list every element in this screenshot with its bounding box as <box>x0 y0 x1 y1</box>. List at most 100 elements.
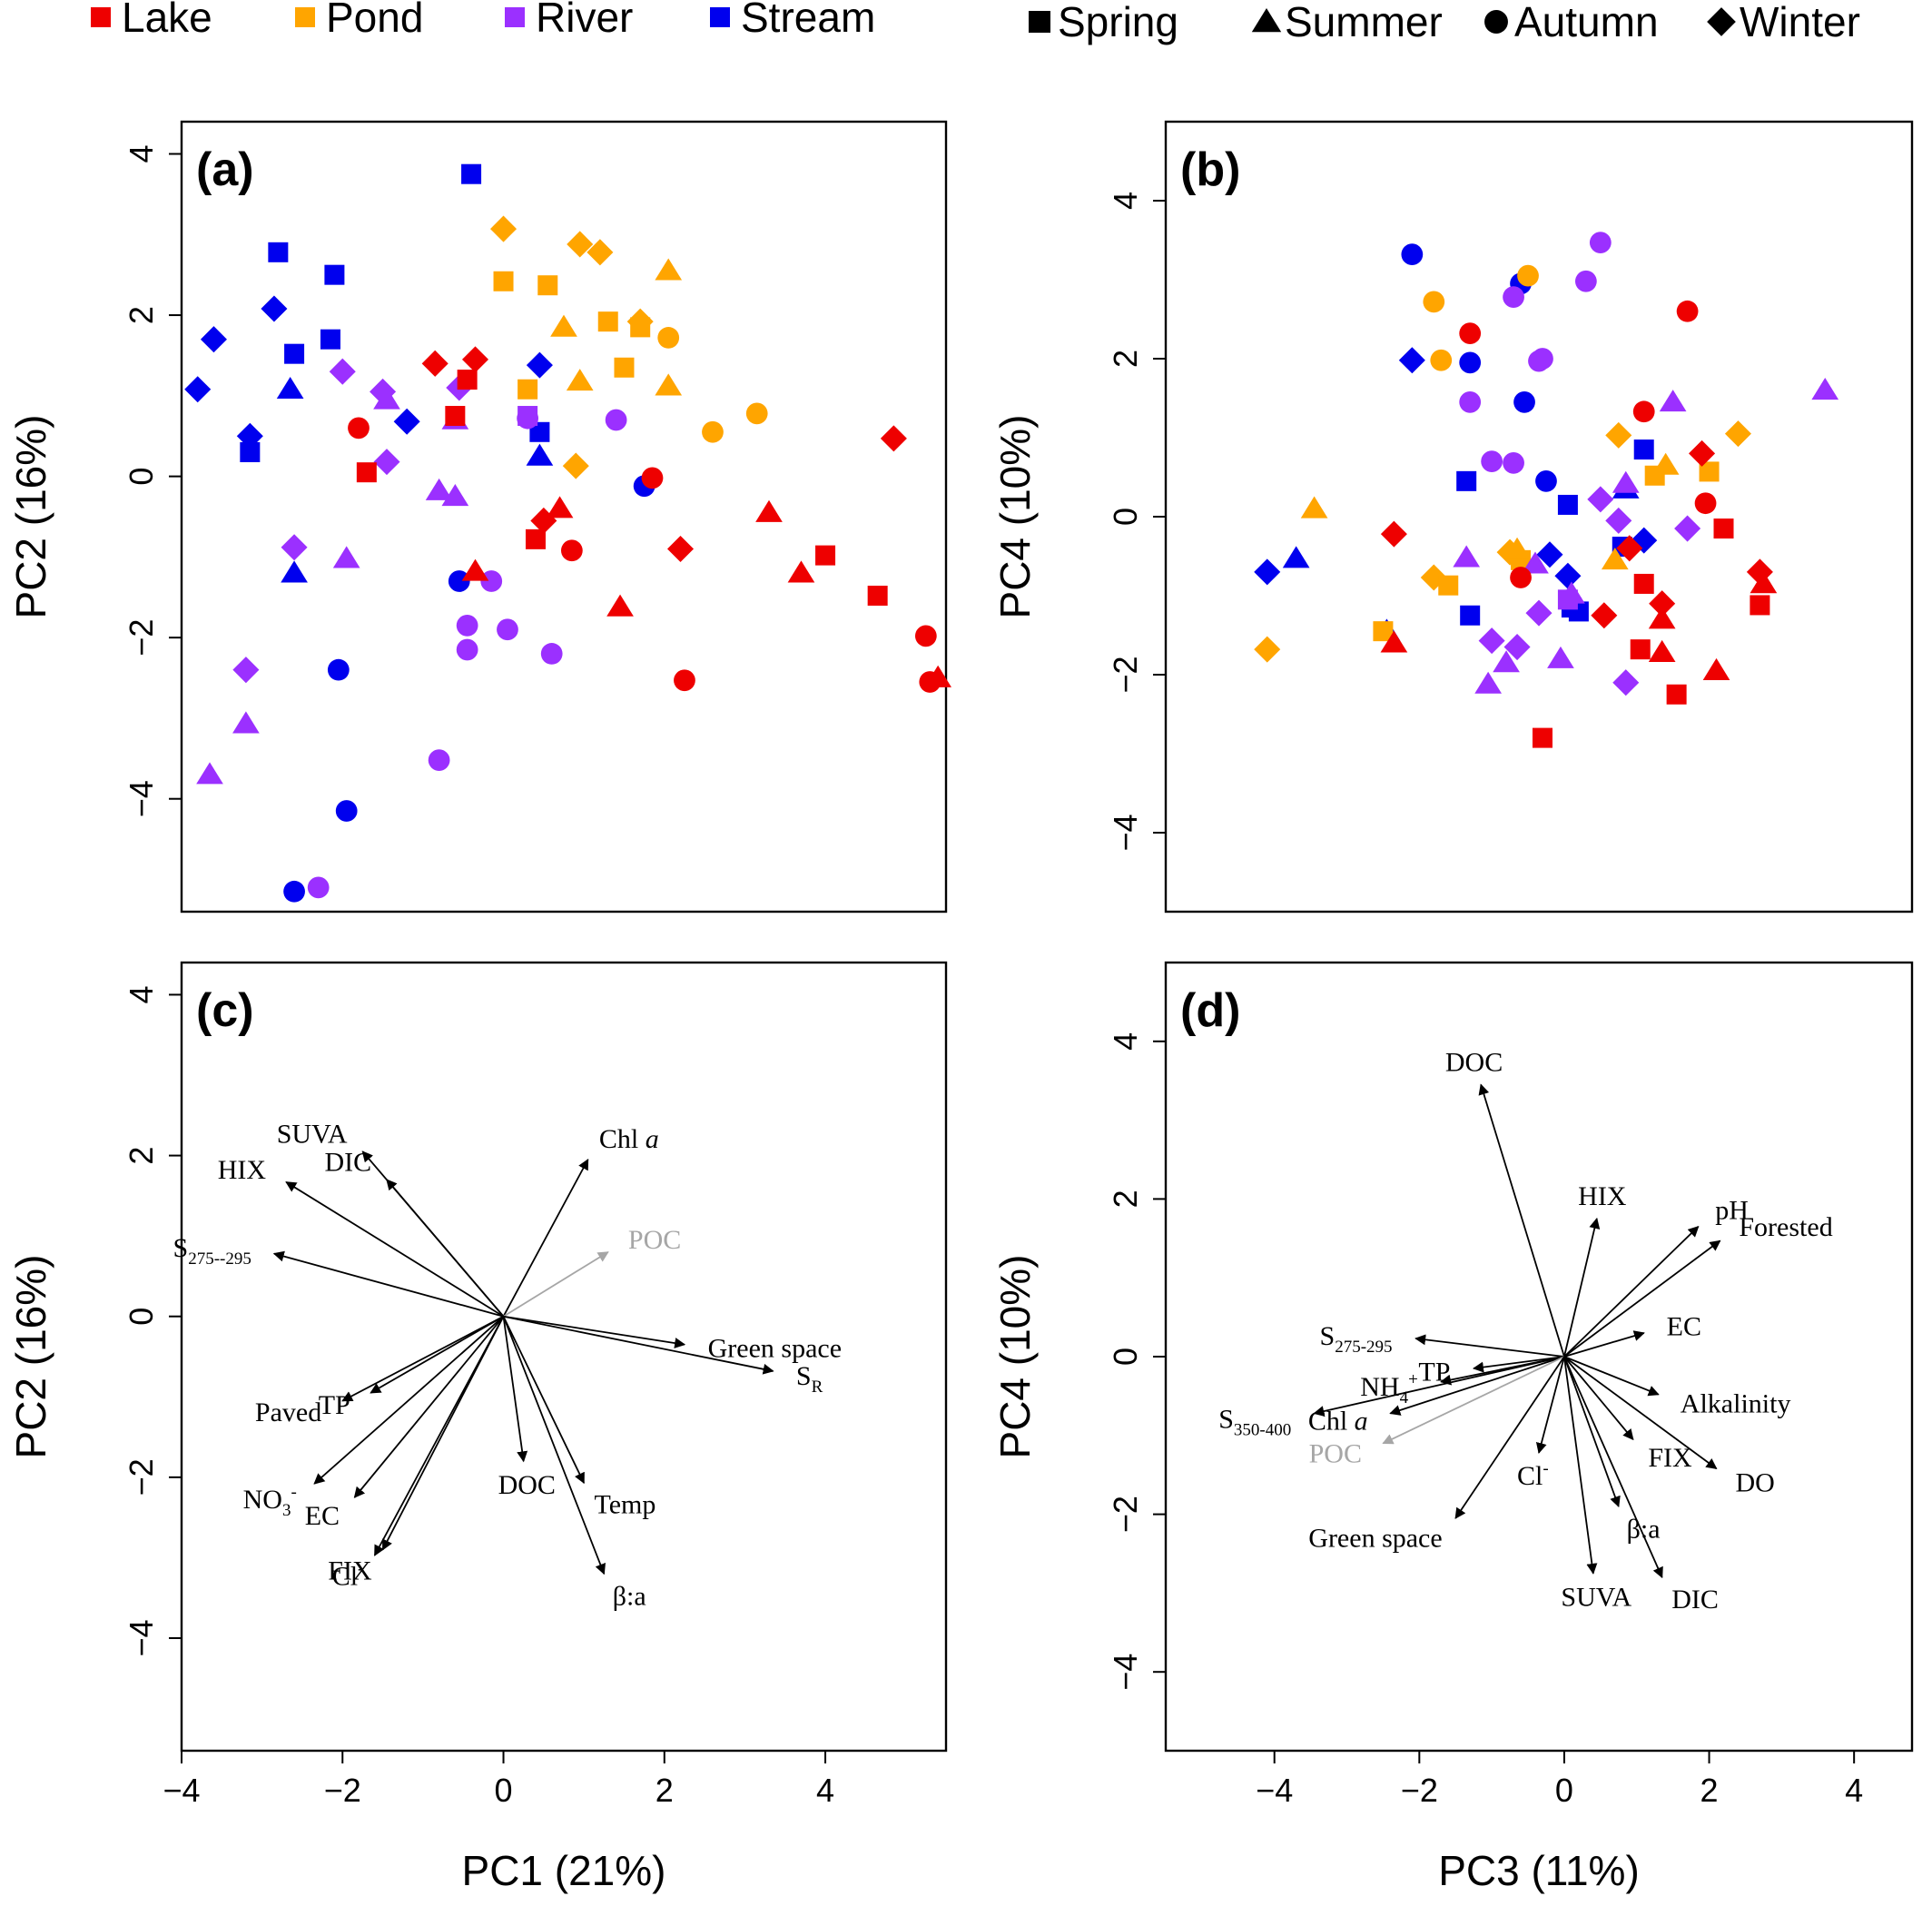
loading-label-a: β:a <box>613 1581 646 1611</box>
data-point-lake-winter <box>1591 602 1618 629</box>
data-point-river-autumn <box>605 409 627 431</box>
data-point-lake-autumn <box>914 625 937 647</box>
data-point-pond-spring <box>493 271 514 291</box>
data-point-river-summer <box>1811 378 1839 400</box>
data-point-stream-winter <box>1398 347 1425 374</box>
data-point-lake-spring <box>1666 684 1687 705</box>
loading-label-no3: NO3- <box>243 1483 297 1520</box>
data-point-stream-autumn <box>327 658 350 681</box>
loading-label-do: DO <box>1735 1468 1774 1498</box>
data-point-river-autumn <box>456 614 478 637</box>
loading-arrow-chl <box>502 1158 589 1318</box>
legend-item-lake: Lake <box>91 0 212 41</box>
loading-arrow-alkalinity <box>1563 1356 1660 1397</box>
panel-tag: (a) <box>196 143 254 196</box>
y-axis-title: PC4 (10%) <box>991 415 1039 619</box>
x-tick-label: −4 <box>1256 1772 1293 1809</box>
loading-label-nh4: NH4+ <box>1360 1370 1418 1407</box>
y-axis-title: PC2 (16%) <box>7 415 54 619</box>
panel-tag: (d) <box>1180 984 1240 1037</box>
loading-label-ec: EC <box>305 1501 340 1531</box>
season-legend: Spring Summer Autumn Winter <box>1029 0 1860 45</box>
data-point-pond-winter <box>1724 420 1751 448</box>
data-point-stream-autumn <box>283 880 305 903</box>
data-point-lake-spring <box>1532 727 1552 748</box>
loading-arrow-suva <box>1563 1356 1598 1575</box>
loading-arrow-s275-295 <box>272 1250 504 1318</box>
data-point-lake-autumn <box>674 669 695 692</box>
data-point-lake-autumn <box>1510 567 1532 588</box>
data-point-pond-winter <box>567 231 594 258</box>
y-tick-label: 0 <box>1107 508 1144 526</box>
x-tick-label: 0 <box>495 1772 513 1809</box>
data-point-stream-spring <box>461 163 482 184</box>
data-point-river-winter <box>1605 507 1632 534</box>
data-point-river-summer <box>1453 545 1481 568</box>
data-point-river-autumn <box>540 643 563 665</box>
loading-label-fix: FIX <box>1648 1443 1692 1473</box>
loading-label-green-space: Green space <box>708 1334 842 1364</box>
data-point-lake-summer <box>1648 639 1676 662</box>
data-point-lake-spring <box>1630 639 1651 660</box>
data-point-pond-autumn <box>1430 349 1453 371</box>
data-point-lake-spring <box>1633 573 1654 594</box>
x-tick-label: 2 <box>656 1772 674 1809</box>
data-point-stream-winter <box>526 351 553 379</box>
data-point-lake-spring <box>815 545 836 566</box>
data-point-lake-winter <box>1616 535 1643 562</box>
data-point-river-winter <box>1503 634 1531 661</box>
loading-arrow-paved <box>341 1315 504 1402</box>
data-point-stream-winter <box>1254 558 1281 586</box>
data-point-river-autumn <box>428 749 450 771</box>
loading-arrow-a <box>502 1316 606 1575</box>
data-point-pond-winter <box>586 239 614 266</box>
data-point-lake-winter <box>880 425 907 452</box>
legend-label-stream: Stream <box>741 0 875 41</box>
data-point-river-winter <box>1674 515 1701 542</box>
legend-label-lake: Lake <box>122 0 212 41</box>
loading-arrow-a <box>1563 1356 1621 1508</box>
data-point-pond-spring <box>1373 621 1394 642</box>
loading-label-hix: HIX <box>1578 1181 1627 1211</box>
data-point-river-summer <box>196 762 223 785</box>
x-tick-label: 0 <box>1555 1772 1573 1809</box>
data-point-river-winter <box>1612 669 1640 696</box>
x-tick-label: −2 <box>324 1772 361 1809</box>
data-point-stream-summer <box>1282 546 1310 568</box>
data-point-stream-spring <box>284 343 305 364</box>
data-point-river-autumn <box>1574 270 1597 292</box>
loading-arrow-sr <box>503 1315 774 1375</box>
loading-arrow-cl <box>1535 1356 1565 1455</box>
y-tick-label: 2 <box>1107 1190 1144 1208</box>
loading-label-forested: Forested <box>1739 1212 1832 1242</box>
loading-label-temp: Temp <box>594 1489 656 1519</box>
loading-label-green-space: Green space <box>1308 1524 1442 1554</box>
data-point-lake-spring <box>445 406 466 427</box>
loading-arrow-s275-295 <box>1414 1334 1565 1358</box>
data-point-river-summer <box>1659 390 1687 412</box>
legend-swatch-stream <box>710 7 730 27</box>
data-point-river-autumn <box>456 638 478 661</box>
y-tick-label: 2 <box>123 306 160 324</box>
data-point-river-summer <box>1612 470 1640 493</box>
data-point-lake-winter <box>1689 439 1716 467</box>
data-point-pond-winter <box>1605 421 1632 449</box>
loading-label-ph: pH <box>1715 1196 1749 1226</box>
data-point-river-summer <box>441 484 469 507</box>
data-point-lake-winter <box>666 535 695 563</box>
data-point-stream-winter <box>1554 562 1582 589</box>
data-point-pond-spring <box>1438 575 1459 596</box>
panel-a: 4 2 0 −2 −4 PC2 (16%) (a) <box>7 120 951 913</box>
legend-item-stream: Stream <box>710 0 875 41</box>
legend-shape-summer <box>1251 8 1282 33</box>
plot-frame <box>1164 961 1914 1753</box>
data-point-stream-spring <box>324 264 345 285</box>
y-tick-label: 4 <box>123 144 160 163</box>
data-point-river-autumn <box>1503 286 1524 309</box>
data-point-lake-spring <box>1750 595 1770 616</box>
loading-arrow-hix <box>285 1181 504 1318</box>
data-point-stream-autumn <box>335 800 358 822</box>
data-point-lake-spring <box>525 528 546 549</box>
legend-label-autumn: Autumn <box>1514 0 1659 45</box>
data-point-river-autumn <box>1528 350 1550 372</box>
